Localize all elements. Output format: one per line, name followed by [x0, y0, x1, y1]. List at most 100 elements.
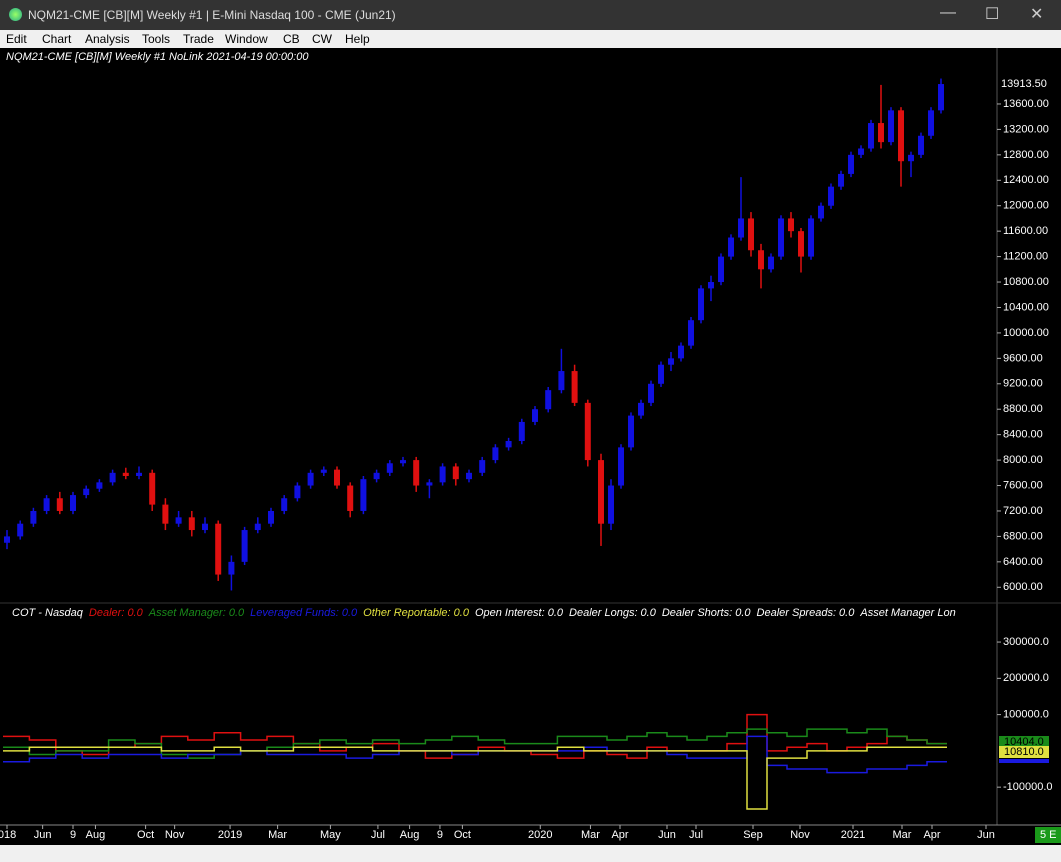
legend-entry: Asset Manager Lon — [859, 607, 955, 619]
app-icon — [9, 8, 22, 21]
candle-body — [136, 472, 142, 476]
candle-body — [858, 148, 864, 155]
candle-body — [254, 523, 261, 531]
candle-body — [608, 485, 614, 524]
candle-body — [828, 186, 834, 206]
candle-body — [545, 390, 552, 410]
candle-body — [228, 561, 235, 575]
close[interactable]: ✕ — [1030, 6, 1044, 23]
menu-item[interactable]: Window — [225, 32, 268, 46]
candle-body — [918, 135, 924, 155]
candle-body — [4, 536, 10, 543]
candle-body — [618, 447, 624, 486]
menu-item[interactable]: CW — [312, 32, 332, 46]
candle-body — [70, 495, 76, 511]
menu-item[interactable]: Edit — [6, 32, 27, 46]
menu-item[interactable]: Trade — [183, 32, 214, 46]
x-tick-label: Sep — [743, 829, 763, 841]
menu-bar: Edit Chart Analysis Tools Trade Window CB CW Hel… — [0, 30, 1061, 48]
legend-entry: Leveraged Funds: 0.0 — [250, 607, 358, 619]
candle-body — [122, 472, 129, 476]
y-tick-label: 6800.00 — [1003, 530, 1043, 542]
indicator-line — [3, 735, 947, 774]
candle-body — [215, 523, 222, 575]
candle-body — [532, 409, 538, 422]
candle-body — [439, 466, 446, 483]
candle-body — [109, 472, 116, 483]
candle-body — [268, 510, 274, 524]
candle-body — [96, 482, 103, 489]
candle-body — [838, 173, 844, 187]
candle-body — [768, 256, 774, 270]
y-tick-label: 300000.0 — [1003, 636, 1049, 648]
menu-item[interactable]: Chart — [42, 32, 72, 46]
y-tick-label: 200000.0 — [1003, 672, 1049, 684]
candle-body — [400, 460, 406, 464]
candle-body — [778, 218, 784, 257]
menu-item[interactable]: Help — [345, 32, 370, 46]
candle-body — [848, 154, 854, 174]
candle-body — [758, 250, 764, 270]
x-tick-label: Nov — [165, 829, 185, 841]
candle-body — [479, 460, 486, 473]
candle-body — [202, 523, 208, 531]
y-tick-label: 9200.00 — [1003, 378, 1043, 390]
value-badge-label: 10404.0 — [1004, 736, 1044, 748]
y-tick-label: 100000.0 — [1003, 709, 1049, 721]
candle-body — [175, 517, 182, 524]
candle-body — [798, 231, 804, 257]
candle-body — [294, 485, 301, 499]
time-axis — [0, 825, 1061, 845]
y-tick-label: 10000.00 — [1003, 327, 1049, 339]
candle-body — [908, 154, 914, 162]
x-tick-label: Aug — [86, 829, 106, 841]
candle-body — [505, 441, 512, 448]
y-tick-label: 10400.00 — [1003, 301, 1049, 313]
maximize[interactable]: ☐ — [985, 6, 1000, 23]
candle-body — [56, 498, 63, 511]
x-tick-label: Jun — [34, 829, 52, 841]
x-tick-label: Jul — [689, 829, 703, 841]
x-tick-label: Oct — [454, 829, 471, 841]
x-tick-label: Mar — [268, 829, 287, 841]
x-tick-label: Apr — [611, 829, 628, 841]
menu-item[interactable]: Analysis — [85, 32, 130, 46]
y-tick-label: 12800.00 — [1003, 149, 1049, 161]
candle-body — [868, 123, 874, 149]
candle-body — [598, 460, 604, 524]
y-tick-label: 8400.00 — [1003, 429, 1043, 441]
menu-item[interactable]: CB — [283, 32, 300, 46]
candle-body — [320, 469, 327, 473]
x-tick-label: Oct — [137, 829, 154, 841]
x-tick-label: 9 — [70, 829, 76, 841]
y-tick-label: 11200.00 — [1003, 251, 1048, 263]
candle-body — [878, 123, 884, 143]
legend-entry: Other Reportable: 0.0 — [363, 607, 470, 619]
candle-body — [307, 472, 314, 486]
candle-body — [43, 498, 50, 511]
candle-body — [928, 110, 934, 136]
status-badge — [1035, 827, 1061, 843]
menu-item[interactable]: Tools — [142, 32, 171, 46]
y-tick-label: 6000.00 — [1003, 581, 1043, 593]
y-tick-label: -100000.0 — [1003, 781, 1053, 793]
scrollbar — [0, 845, 1061, 862]
candle-body — [638, 402, 644, 416]
minimize[interactable]: — — [940, 4, 956, 21]
candle-body — [898, 110, 904, 162]
candle-body — [718, 256, 724, 283]
candle-body — [386, 463, 393, 473]
candle-body — [688, 320, 694, 346]
x-tick-label: 9 — [437, 829, 443, 841]
candle-body — [698, 288, 704, 321]
y-tick-label: 10800.00 — [1003, 276, 1049, 288]
candle-body — [678, 345, 684, 359]
candle-body — [466, 472, 472, 480]
legend-entry: Dealer: 0.0 — [89, 607, 144, 619]
y-tick-label: 13600.00 — [1003, 98, 1049, 110]
x-tick-label: Jun — [977, 829, 995, 841]
candle-body — [162, 504, 169, 524]
y-tick-label: 7200.00 — [1003, 505, 1043, 517]
y-tick-label: 8800.00 — [1003, 403, 1043, 415]
y-tick-label: 13200.00 — [1003, 123, 1049, 135]
